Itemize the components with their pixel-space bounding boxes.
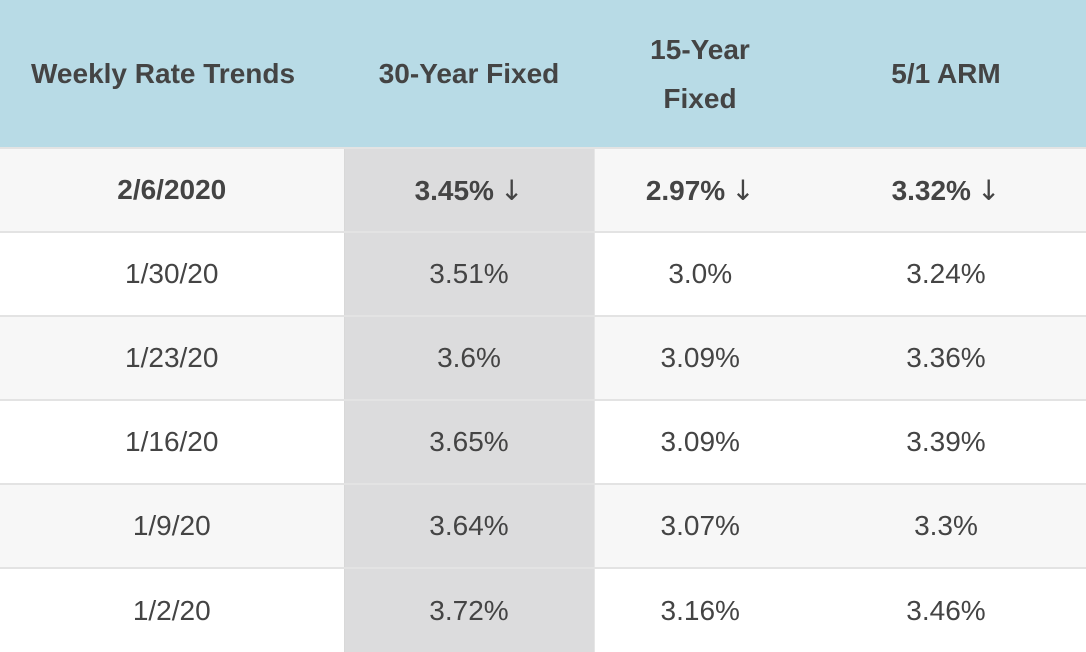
rate-30-year-cell: 3.64% (343, 484, 595, 568)
rate-value: 2.97% (645, 174, 726, 206)
date-cell: 1/16/20 (125, 426, 219, 457)
header-30-year-fixed: 30-Year Fixed (378, 58, 560, 89)
rate-30-year-cell: 3.65% (343, 400, 595, 484)
rate-value: 3.32% (891, 174, 971, 206)
date-cell: 1/30/20 (125, 258, 219, 289)
date-cell: 2/6/2020 (117, 174, 227, 205)
rate-15-year-cell: 3.09% (660, 342, 740, 373)
rate-15-year-cell: 3.16% (660, 594, 740, 626)
date-cell: 1/2/20 (132, 594, 211, 626)
date-cell: 1/23/20 (125, 342, 219, 373)
rate-15-year-cell: 3.0% (668, 258, 733, 289)
header-5-1-arm: 5/1 ARM (891, 58, 1001, 89)
table-row: 1/2/20 3.72% 3.16% 3.46% (0, 568, 1086, 652)
rate-15-year-cell: 3.07% (660, 510, 740, 541)
table-row: 1/23/20 3.6% 3.09% 3.36% (0, 316, 1086, 400)
rate-5-1-arm-cell: 3.3% (914, 510, 978, 541)
date-cell: 1/9/20 (132, 510, 211, 541)
header-row: Weekly Rate Trends 30-Year Fixed 15-Year… (0, 0, 1086, 148)
rate-15-year-cell: 3.09% (660, 426, 740, 457)
rate-30-year-cell: 3.72% (343, 568, 595, 652)
rate-15-year-cell: 2.97% ↓ (594, 148, 806, 232)
table-row: 1/16/20 3.65% 3.09% 3.39% (0, 400, 1086, 484)
rate-30-year-cell: 3.6% (343, 316, 595, 400)
table-row-latest: 2/6/2020 3.45% ↓ 2.97% ↓ 3.32% ↓ (0, 148, 1086, 232)
rate-5-1-arm-cell: 3.36% (906, 342, 986, 373)
rate-5-1-arm-cell: 3.39% (906, 426, 986, 457)
table-row: 1/9/20 3.64% 3.07% 3.3% (0, 484, 1086, 568)
down-arrow-icon: ↓ (499, 173, 524, 207)
down-arrow-icon: ↓ (976, 173, 1001, 207)
rate-value: 3.45% (414, 174, 494, 206)
header-15-year-fixed-label: 15-Year Fixed (650, 33, 750, 114)
table-row: 1/30/20 3.51% 3.0% 3.24% (0, 232, 1086, 316)
down-arrow-icon: ↓ (731, 173, 755, 207)
table-body: 2/6/2020 3.45% ↓ 2.97% ↓ 3.32% ↓ 1/30/20 3.… (0, 148, 1086, 652)
rate-5-1-arm-cell: 3.24% (906, 258, 986, 289)
header-weekly-rate-trends: Weekly Rate Trends (31, 58, 296, 89)
table-header: Weekly Rate Trends 30-Year Fixed 15-Year… (0, 0, 1086, 148)
rate-30-year-cell: 3.45% ↓ (343, 148, 595, 232)
header-15-year-fixed: 15-Year Fixed (594, 0, 806, 148)
rate-30-year-cell: 3.51% (343, 232, 595, 316)
rate-5-1-arm-cell: 3.32% ↓ (806, 148, 1086, 232)
rate-5-1-arm-cell: 3.46% (906, 594, 986, 626)
